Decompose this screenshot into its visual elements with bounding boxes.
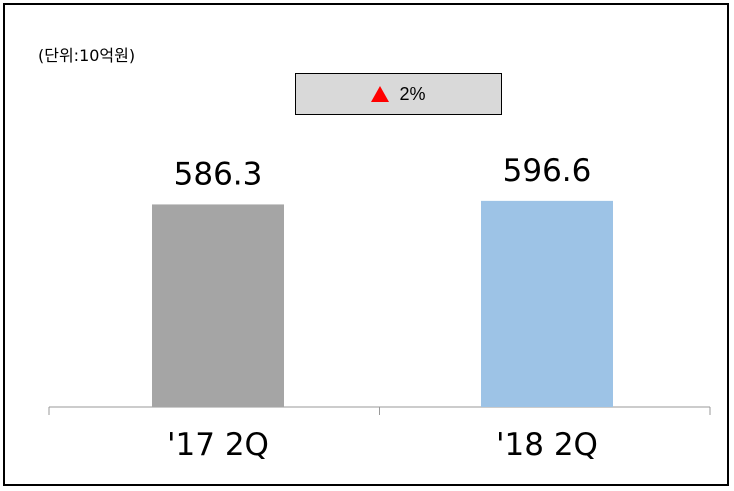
- value-label: 586.3: [174, 156, 263, 192]
- change-badge: 2%: [295, 73, 502, 115]
- bar-chart: 586.3 '17 2Q 596.6 '18 2Q: [48, 153, 711, 463]
- bar-2: [481, 200, 613, 407]
- unit-label: (단위:10억원): [38, 46, 136, 65]
- category-label: '18 2Q: [496, 427, 598, 463]
- category-label: '17 2Q: [167, 427, 269, 463]
- chart-frame: (단위:10억원) 2% 586.3 '17 2Q 596.6 '18 2Q: [3, 3, 729, 486]
- bar-1: [152, 204, 284, 407]
- value-label: 596.6: [503, 153, 592, 189]
- up-triangle-icon: [371, 86, 390, 102]
- change-percent: 2%: [399, 83, 426, 104]
